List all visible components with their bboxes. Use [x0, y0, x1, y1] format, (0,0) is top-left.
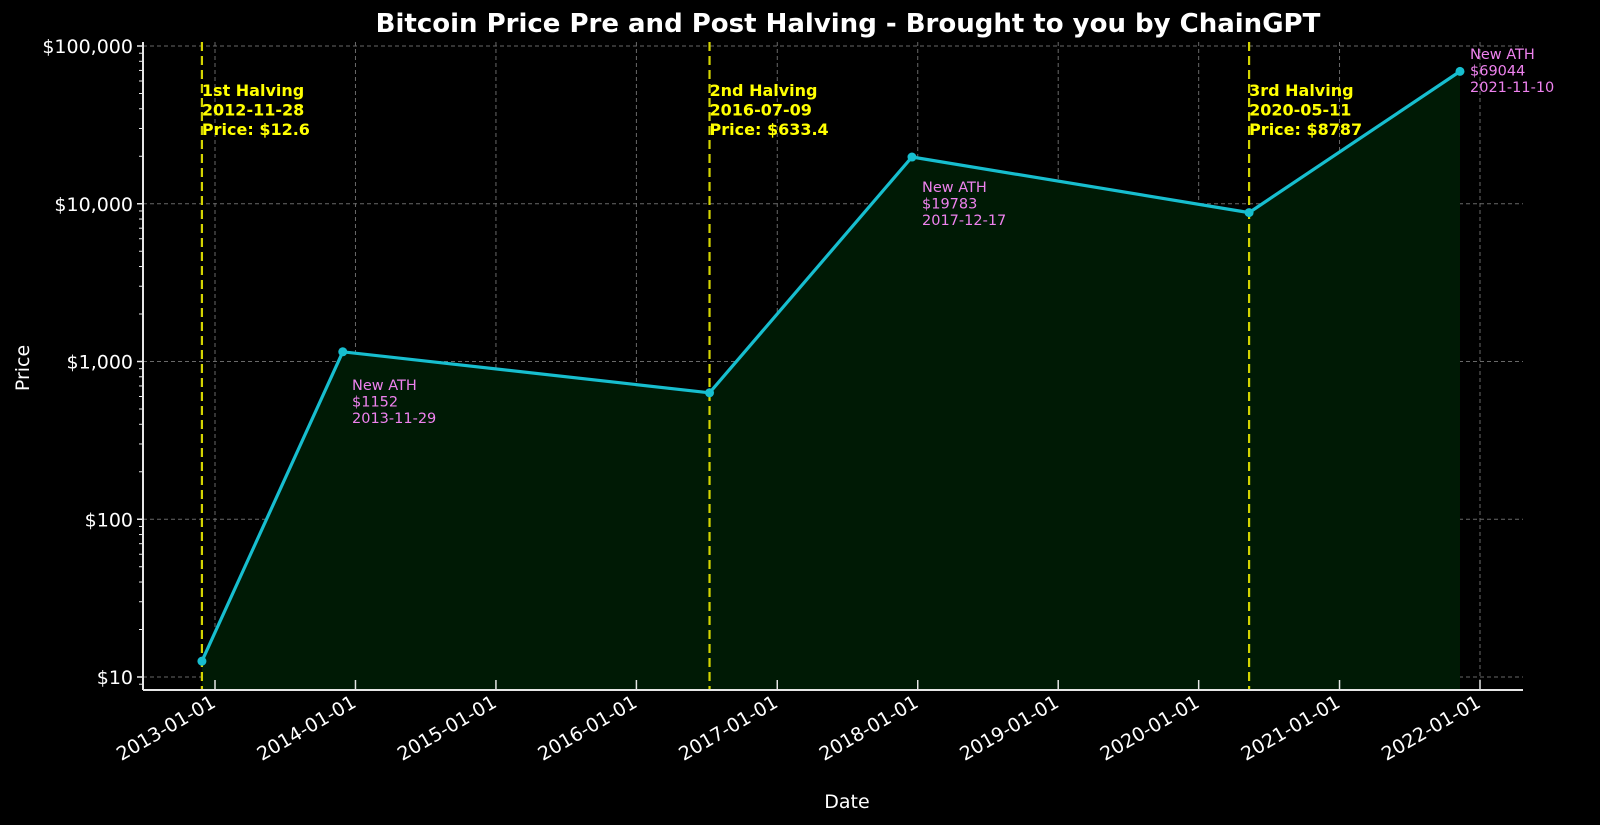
halving-label: 2020-05-11: [1249, 101, 1351, 120]
price-point: [705, 388, 715, 398]
halving-label: 2012-11-28: [202, 101, 304, 120]
ath-label: $69044: [1470, 64, 1525, 80]
y-tick-label: $10: [97, 667, 133, 689]
ath-label: 2017-12-17: [922, 213, 1006, 229]
halving-label: Price: $633.4: [710, 120, 829, 139]
price-points: [197, 66, 1465, 666]
halving-label: 2nd Halving: [710, 81, 818, 100]
price-area-fill: [201, 71, 1460, 691]
y-axis-label: Price: [12, 345, 34, 391]
ath-label: New ATH: [922, 180, 987, 196]
price-point: [197, 656, 207, 666]
y-tick-label: $10,000: [54, 194, 133, 216]
ath-label: New ATH: [352, 378, 417, 394]
halving-label: 1st Halving: [202, 81, 304, 100]
y-tick-label: $100: [85, 509, 133, 531]
halving-label: Price: $8787: [1249, 120, 1362, 139]
price-line: [200, 70, 1461, 662]
price-point: [338, 347, 348, 357]
y-axis-ticks: $10 $100 $1,000 $10,000 $100,000: [42, 36, 143, 689]
ath-label: 2021-11-10: [1470, 80, 1554, 96]
ath-label: $19783: [922, 197, 977, 213]
ath-label: 2013-11-29: [352, 411, 436, 427]
price-point: [1244, 208, 1254, 218]
chart-title: Bitcoin Price Pre and Post Halving - Bro…: [376, 9, 1321, 39]
halving-label: 2016-07-09: [710, 101, 812, 120]
price-point: [1455, 66, 1465, 76]
halving-label: Price: $12.6: [202, 120, 310, 139]
y-tick-label: $1,000: [67, 352, 133, 374]
x-axis-label: Date: [824, 791, 869, 813]
halving-label: 3rd Halving: [1249, 81, 1353, 100]
ath-label: $1152: [352, 395, 398, 411]
y-tick-label: $100,000: [42, 36, 133, 58]
price-point: [907, 152, 917, 162]
ath-label: New ATH: [1470, 47, 1535, 63]
